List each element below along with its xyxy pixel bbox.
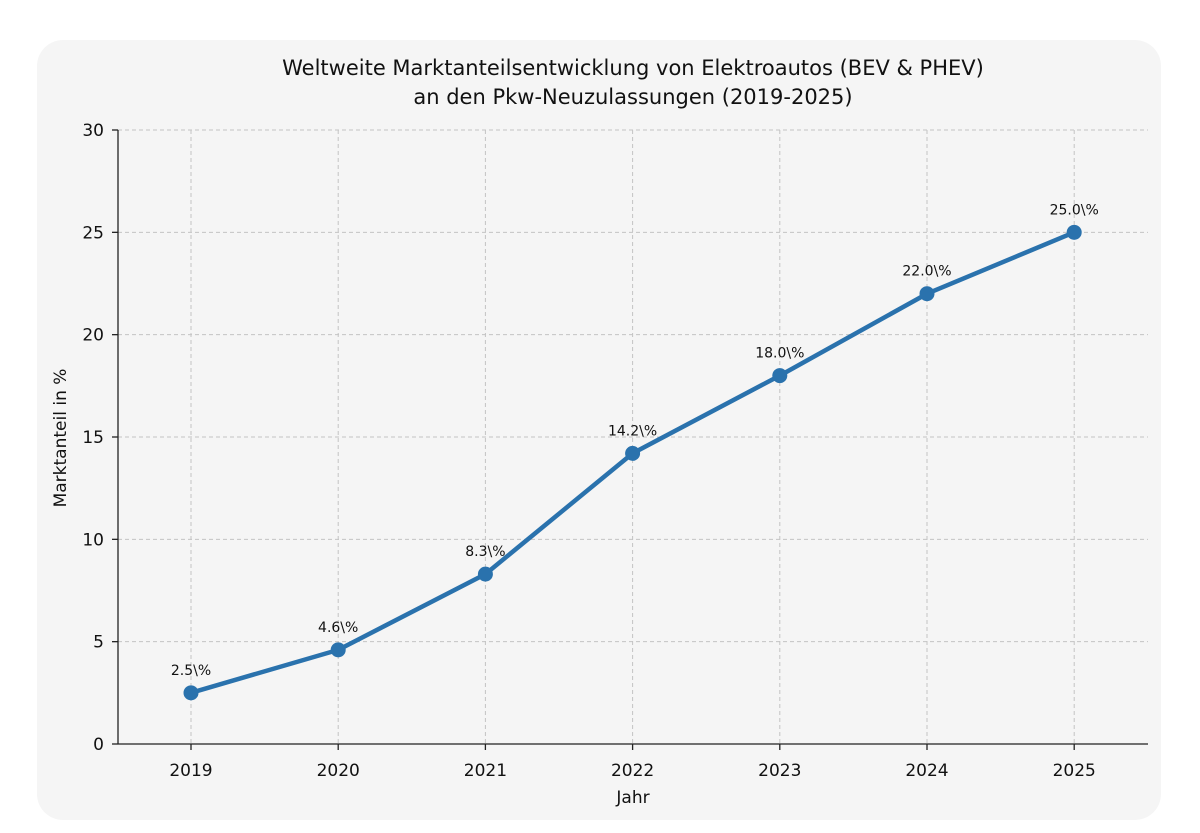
y-tick-label: 0 — [93, 735, 104, 755]
x-tick-label: 2023 — [758, 761, 801, 781]
x-axis-label: Jahr — [615, 788, 649, 808]
y-tick-label: 10 — [82, 530, 104, 550]
data-point — [919, 286, 935, 302]
y-axis-label: Marktanteil in % — [51, 369, 71, 508]
x-tick-label: 2024 — [905, 761, 948, 781]
data-labels: 2.5\% 4.6\% 8.3\% 14.2\% 18.0\% 22.0\% 25.0\% — [171, 202, 1099, 679]
chart-card — [37, 40, 1161, 820]
x-tick-label: 2025 — [1053, 761, 1096, 781]
series-line-group — [183, 224, 1082, 701]
y-tick-label: 5 — [93, 633, 104, 653]
data-label: 25.0\% — [1050, 202, 1099, 218]
data-point — [625, 445, 641, 461]
y-tick-label: 25 — [82, 223, 104, 243]
x-tick-label: 2019 — [169, 761, 212, 781]
data-label: 8.3\% — [465, 544, 505, 560]
data-point — [1066, 224, 1082, 240]
y-tick-label: 30 — [82, 121, 104, 141]
data-label: 2.5\% — [171, 663, 211, 679]
x-tick-label: 2021 — [464, 761, 507, 781]
x-tick-label: 2022 — [611, 761, 654, 781]
y-tick-label: 20 — [82, 326, 104, 346]
data-label: 14.2\% — [608, 423, 657, 439]
data-point — [330, 642, 346, 658]
data-label: 18.0\% — [755, 346, 804, 362]
axes — [112, 129, 1148, 750]
data-point — [183, 685, 199, 701]
data-point — [477, 566, 493, 582]
data-point — [772, 368, 788, 384]
data-label: 22.0\% — [902, 264, 951, 280]
chart-subtitle: an den Pkw-Neuzulassungen (2019-2025) — [413, 85, 852, 109]
gridlines — [118, 129, 1148, 744]
data-label: 4.6\% — [318, 620, 358, 636]
chart-title: Weltweite Marktanteilsentwicklung von El… — [282, 56, 984, 80]
x-tick-label: 2020 — [317, 761, 360, 781]
y-tick-label: 15 — [82, 428, 104, 448]
